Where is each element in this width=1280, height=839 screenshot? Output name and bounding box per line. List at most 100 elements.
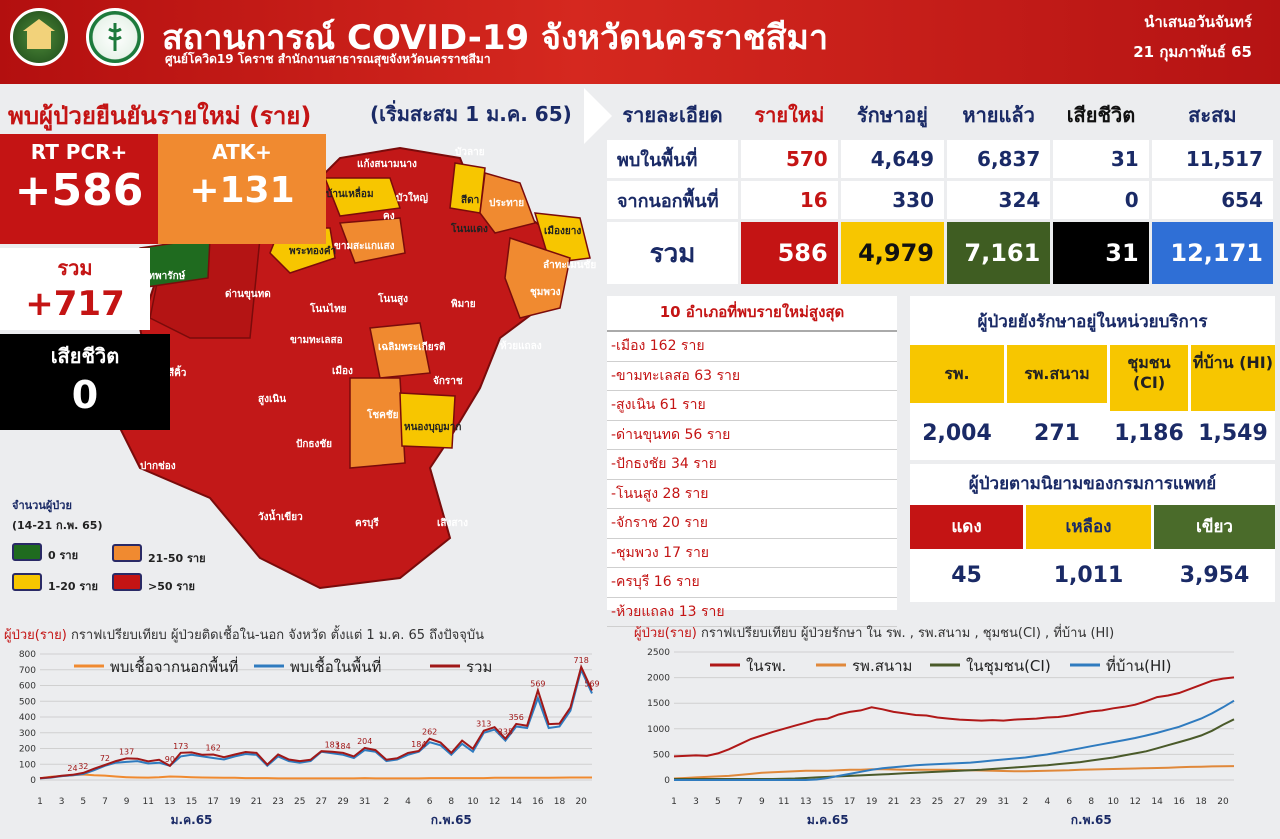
x-tick-label: 5 [80,797,86,807]
data-label: 183 [325,741,340,750]
service-value: 2,004 [922,421,992,446]
data-label: 718 [574,656,589,665]
x-tick-label: 16 [1173,797,1185,807]
total-cell: 4,979 [840,222,944,284]
district-label: ขามสะแกแสง [334,241,395,252]
death-label: เสียชีวิต [50,344,120,368]
series-line [673,765,1235,780]
district-label: ลำทะเมนชัย [543,260,597,271]
x-tick-label: 27 [954,797,965,807]
table-cell: 31 [1053,140,1149,178]
data-label: 184 [411,740,426,749]
table-cell: 4,649 [840,140,944,178]
series-line [39,663,593,780]
x-tick-label: 23 [272,797,283,807]
x-tick-label: 16 [532,797,544,807]
province-seal-icon [10,8,68,66]
service-header: รพ.สนาม [1007,345,1107,403]
x-tick-label: 15 [822,797,833,807]
atk-value: +131 [189,170,295,211]
y-tick-label: 600 [19,682,36,692]
legend-label: ในรพ. [746,657,786,675]
x-tick-label: 5 [715,797,721,807]
service-header: รพ. [910,345,1004,403]
district-label: หนองบุญมาก [404,422,462,433]
x-tick-label: 8 [1088,797,1094,807]
y-tick-label: 0 [664,776,670,786]
rtpcr-kpi-card: RT PCR+ +586 [0,134,158,244]
legend-label: พบเชื้อจากนอกพื้นที่ [110,656,238,676]
series-line [673,676,1235,758]
total-cell: 31 [1053,222,1149,284]
legend-swatch-yellow [12,573,42,591]
table-cell: 0 [1053,181,1149,219]
district-label: โชคชัย [367,410,399,421]
x-tick-label: 25 [932,797,943,807]
header-cell: หายแล้ว [962,103,1035,127]
list-item: -สูงเนิน 61 ราย [607,391,897,421]
row-label: จากนอกพื้นที่ [607,181,738,219]
x-tick-label: 13 [800,797,811,807]
district-label: ด่านขุนทด [225,289,271,300]
month-label: ก.พ.65 [1071,813,1112,827]
y-tick-label: 500 [19,697,36,707]
district-label: โนนไทย [310,304,347,315]
x-tick-label: 23 [910,797,921,807]
y-tick-label: 200 [19,745,36,755]
data-label: 335 [498,728,513,737]
x-tick-label: 9 [124,797,130,807]
x-tick-label: 10 [1107,797,1119,807]
service-header: ชุมชน (CI) [1110,345,1188,411]
x-tick-label: 3 [59,797,65,807]
district-label: แก้งสนามนาง [357,159,417,170]
district-label: เสิงสาง [437,518,469,529]
data-label: 90 [165,755,175,764]
rtpcr-value: +586 [14,165,144,216]
x-tick-label: 10 [467,797,479,807]
x-tick-label: 14 [511,797,523,807]
x-tick-label: 29 [337,797,349,807]
y-tick-label: 700 [19,666,36,676]
severity-header-red: แดง [910,505,1023,549]
x-tick-label: 18 [1195,797,1207,807]
district-label: พิมาย [451,299,476,310]
total-cell: 12,171 [1151,222,1273,284]
legend-swatch-orange [112,544,142,562]
x-tick-label: 11 [143,797,154,807]
legend-label: >50 ราย [148,580,195,593]
x-tick-label: 6 [427,797,433,807]
service-value: 271 [1034,421,1080,446]
y-tick-label: 100 [19,760,36,770]
service-value: 1,549 [1198,421,1268,446]
x-tick-label: 7 [737,797,743,807]
x-tick-label: 14 [1151,797,1163,807]
x-tick-label: 25 [294,797,305,807]
x-tick-label: 21 [251,797,262,807]
legend-swatch-green [12,543,42,561]
list-item: -โนนสูง 28 ราย [607,480,897,509]
list-item: -ขามทะเลสอ 63 ราย [607,362,897,391]
chart2-unit: ผู้ป่วย(ราย) [634,626,697,641]
data-label: 262 [422,728,437,737]
series-line [39,666,593,780]
list-item: -ปักธงชัย 34 ราย [607,450,897,480]
legend-label: 1-20 ราย [48,580,98,593]
month-label: ม.ค.65 [807,813,849,827]
province-map [108,146,591,590]
x-tick-label: 3 [693,797,699,807]
x-tick-label: 27 [316,797,327,807]
table-cell: 570 [740,140,838,178]
data-label: 204 [357,737,372,746]
report-date: 21 กุมภาพันธ์ 65 [1133,43,1252,61]
detail-table: รายละเอียด รายใหม่ รักษาอยู่ หายแล้ว เสี… [604,90,1276,287]
x-tick-label: 11 [778,797,789,807]
data-label: 162 [206,743,221,752]
total-cell: 7,161 [947,222,1051,284]
district-label: วังน้ำเขียว [258,512,303,523]
x-tick-label: 12 [489,797,500,807]
total-label: รวม [57,256,93,280]
header-cell: รายใหม่ [754,103,825,127]
severity-value: 45 [951,563,982,588]
district-label: ขามทะเลสอ [290,335,343,346]
